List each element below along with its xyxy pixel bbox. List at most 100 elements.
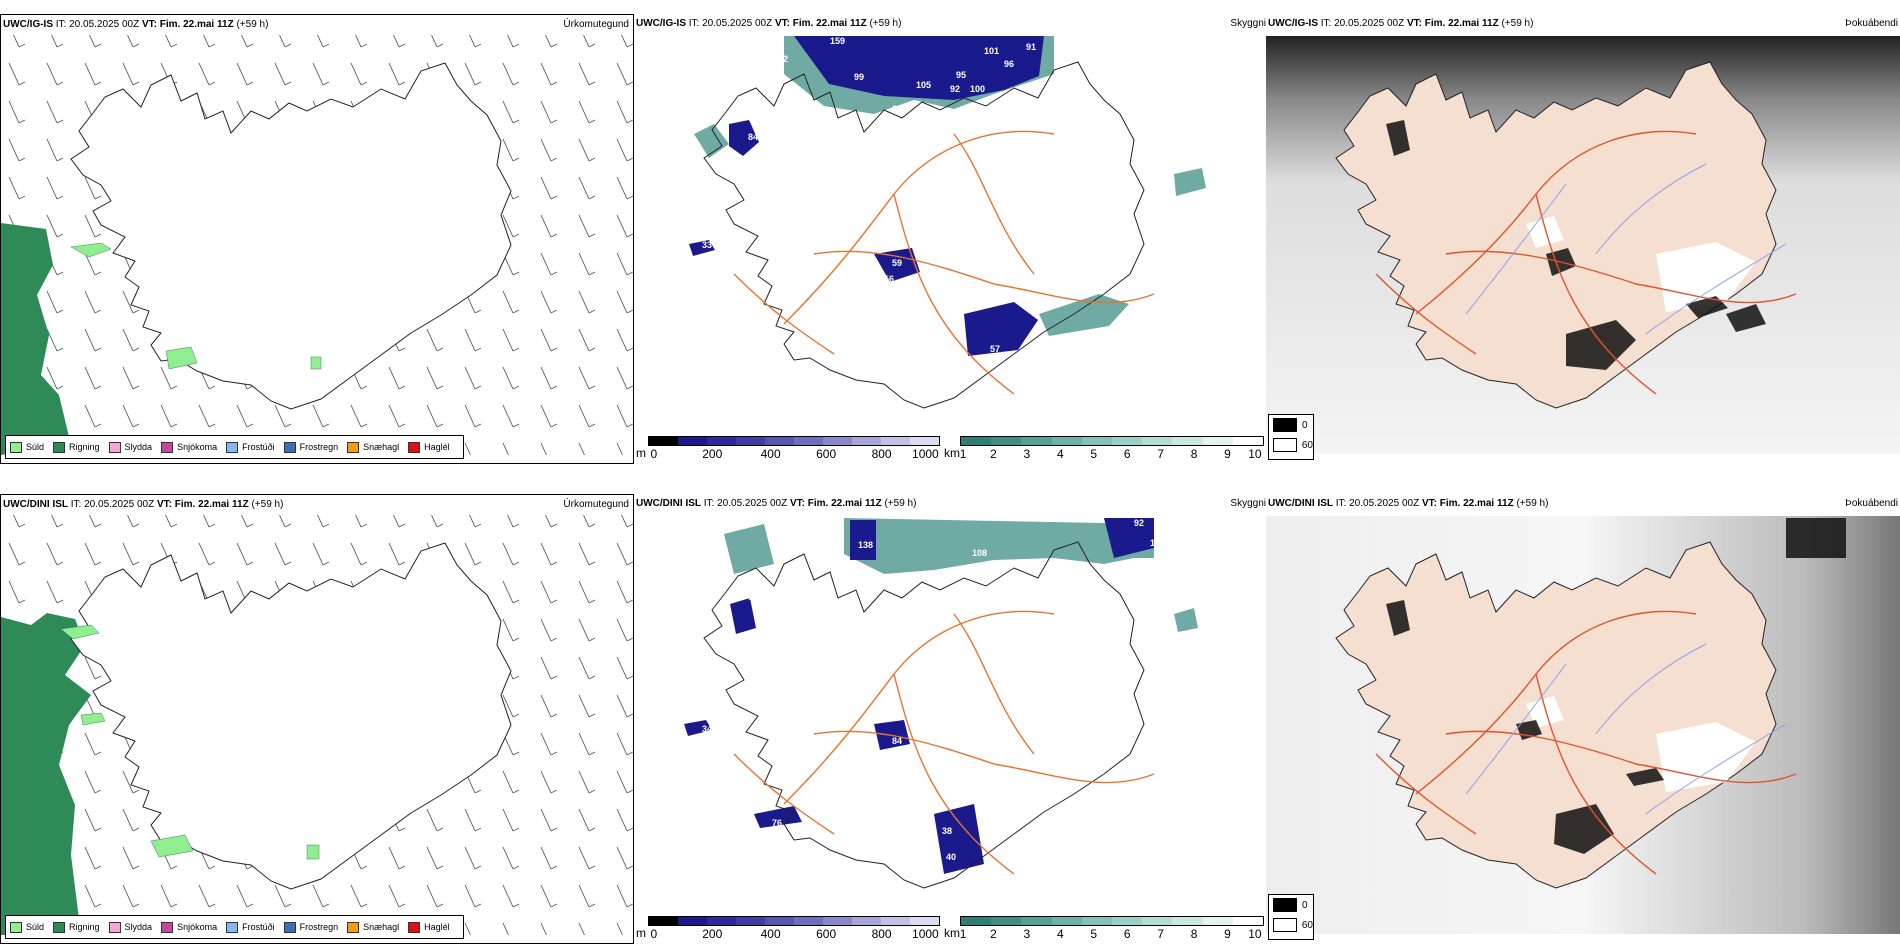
legend-swatch [283,441,296,453]
model-name: UWC/IG-IS [636,18,686,29]
color-cell [1142,437,1173,445]
color-cell [881,917,910,925]
legend-swatch [408,921,421,933]
cloud-label: Skyggni [1230,18,1266,29]
visibility-colorbar [960,436,1264,446]
lead-time: (+59 h) [1516,498,1549,509]
label-text: 38 [942,826,952,836]
tick-label: 600 [816,447,837,461]
vt-label: VT: Fim. 22.mai 11Z [1421,498,1514,509]
label-text: 82 [778,54,788,64]
label-text: 105 [916,80,931,90]
legend-item: 0 [1269,895,1313,915]
model-name: UWC/DINI ISL [1268,498,1333,509]
vt-label: VT: Fim. 22.mai 11Z [1406,18,1499,29]
legend-label: Slydda [124,442,153,452]
label-text: 91 [1026,42,1036,52]
color-cell [794,917,823,925]
it-value: 20.05.2025 00Z [717,498,788,509]
tick-label: 2 [990,447,997,461]
color-cell [1202,437,1233,445]
color-cell [1202,917,1233,925]
tick-label: 200 [702,927,723,941]
vt-label: VT: Fim. 22.mai 11Z [156,499,249,510]
tick-label: 400 [760,447,781,461]
tick-label: 5 [1090,927,1098,941]
ceiling-ticks: 0 200 400 600 800 1000 [648,446,940,461]
road-network [733,130,1155,395]
visibility-ticks: 1 2 3 4 5 6 7 8 9 10 [960,926,1264,941]
road-network [1375,610,1797,875]
it-value: 20.05.2025 00Z [69,19,140,30]
legend-item: Rigning [53,441,100,453]
label-text: 100 [970,84,985,94]
tick-label: 800 [871,447,892,461]
legend-swatch [1273,918,1297,932]
legend-swatch [108,441,121,453]
legend-label: Frostregn [299,922,339,932]
color-cell [991,917,1022,925]
lead-time: (+59 h) [236,19,269,30]
glacier-area [1526,216,1756,312]
color-cell [1112,917,1143,925]
precip-type-panel-bottom: UWC/DINI ISL IT: 20.05.2025 00Z VT: Fim.… [0,494,634,944]
legend-item: Snæhagl [347,441,399,453]
legend-label: Haglél [424,442,450,452]
color-cell [823,437,852,445]
it-label: IT: [70,499,82,510]
visibility-unit: km [944,446,960,460]
vt-label: VT: Fim. 22.mai 11Z [141,19,234,30]
color-cell [1051,917,1082,925]
fog-map [1266,36,1900,454]
legend-item: Slydda [108,441,153,453]
iceland-outline [703,541,1145,889]
label-text: 92 [950,84,960,94]
legend-label: Frostúði [242,922,275,932]
tick-label: 6 [1123,447,1131,461]
ceiling-scale: 0 200 400 600 800 1000 [648,436,940,461]
legend-label: Rigning [69,442,100,452]
color-cell [707,917,736,925]
color-cell [910,437,939,445]
label-text: 11 [1150,538,1160,548]
ceiling-map: 55 138 92 11 108 67 34 84 76 38 40 110 5… [684,518,1198,889]
visibility-labels: 159 16 82 99 101 96 91 105 95 92 100 85 … [702,36,1036,360]
tick-label: 7 [1157,447,1164,461]
panel-header: UWC/DINI ISL IT: 20.05.2025 00Z VT: Fim.… [3,499,283,510]
color-cell [1081,917,1113,925]
it-value: 20.05.2025 00Z [1334,18,1405,29]
legend-swatch [10,441,22,453]
ceiling-area [684,518,1154,874]
color-cell [765,917,794,925]
color-cell [794,437,823,445]
label-text: 85 [892,104,902,114]
vt-label: VT: Fim. 22.mai 11Z [774,18,867,29]
fog-legend: 0 60 [1268,414,1314,460]
label-text: 99 [854,72,864,82]
it-value: 20.05.2025 00Z [1349,498,1420,509]
color-cell [991,437,1022,445]
color-cell [910,917,939,925]
panel-header: UWC/IG-IS IT: 20.05.2025 00Z VT: Fim. 22… [636,18,901,29]
color-cell [852,437,881,445]
ceiling-ticks: 0 200 400 600 800 1000 [648,926,940,941]
color-cell [678,917,707,925]
visibility-scale: 1 2 3 4 5 6 7 8 9 10 [960,436,1264,461]
cloud-label: Skyggni [1230,498,1266,509]
tick-label: 0 [650,927,658,941]
fog-index-panel-top: UWC/IG-IS IT: 20.05.2025 00Z VT: Fim. 22… [1266,14,1900,464]
color-cell [649,917,678,925]
legend-swatch [1273,438,1297,452]
label-text: 67 [748,592,758,602]
precip-map [1,515,633,935]
color-cell [1021,917,1052,925]
legend-label: 60 [1301,439,1313,451]
iceland-outline [703,61,1145,409]
legend-swatch [1273,418,1297,432]
color-cell [765,437,794,445]
label-text: 33 [702,240,712,250]
visibility-area [724,518,1198,632]
panel-header: UWC/DINI ISL IT: 20.05.2025 00Z VT: Fim.… [636,498,916,509]
river-network [1465,163,1787,335]
tick-label: 3 [1023,927,1031,941]
